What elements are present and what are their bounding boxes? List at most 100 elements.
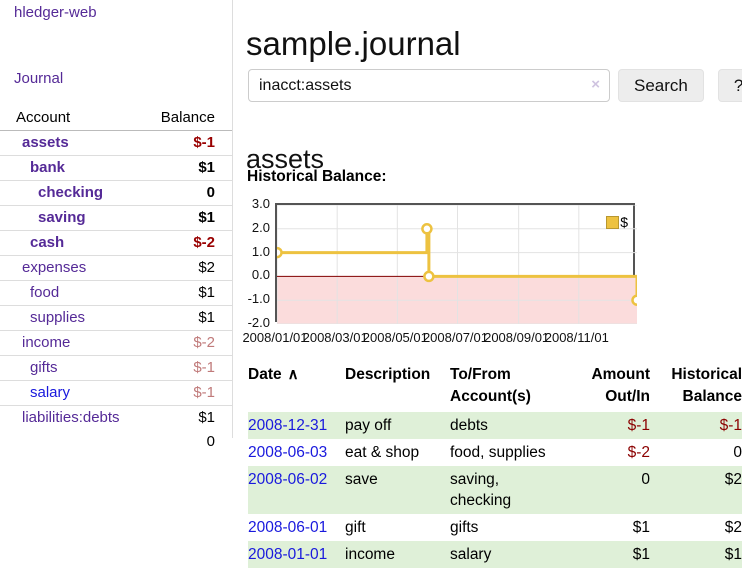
- sidebar-account-link[interactable]: saving: [38, 209, 86, 226]
- chart-plot-area: $: [275, 203, 637, 324]
- accounts-total-value: 0: [206, 433, 215, 450]
- register-amount-cell: $-1: [627, 417, 650, 434]
- accounts-header-account: Account: [0, 106, 146, 131]
- sidebar-account-row: bank $1: [0, 155, 232, 181]
- register-description-cell: income: [345, 546, 395, 563]
- search-input-wrap: ×: [248, 69, 610, 102]
- sidebar-account-cell: supplies: [0, 305, 146, 331]
- sidebar-account-row: saving $1: [0, 205, 232, 231]
- register-accounts-cell: food, supplies: [450, 444, 546, 461]
- chart-canvas: [277, 205, 637, 324]
- y-tick-label: 3.0: [251, 196, 270, 211]
- register-header-balance: Historical Balance: [671, 366, 742, 405]
- sidebar-divider: [232, 0, 233, 438]
- sidebar-account-row: checking 0: [0, 180, 232, 206]
- register-header-accounts: To/From Account(s): [450, 366, 531, 405]
- register-amount-cell: 0: [641, 471, 650, 488]
- sidebar-account-row: assets $-1: [0, 131, 232, 156]
- sidebar-account-balance: $1: [145, 305, 232, 331]
- accounts-header-balance: Balance: [145, 106, 232, 131]
- sidebar-account-row: cash $-2: [0, 230, 232, 256]
- sidebar-account-link[interactable]: checking: [38, 184, 104, 201]
- register-date-link[interactable]: 2008-06-02: [248, 471, 328, 488]
- search-input[interactable]: [248, 69, 610, 102]
- x-tick-label: 2008/07/01: [422, 330, 489, 345]
- account-heading: assets: [246, 144, 325, 175]
- x-tick-label: 2008/11/01: [544, 330, 609, 345]
- accounts-panel: Account Balance assets $-1 bank $1 checking 0…: [0, 106, 232, 454]
- sidebar-account-balance: $1: [145, 280, 232, 306]
- app-brand-link[interactable]: hledger-web: [14, 4, 97, 21]
- chart-title: Historical Balance:: [247, 168, 387, 185]
- register-header-amount: Amount Out/In: [591, 366, 650, 405]
- sidebar-account-link[interactable]: liabilities:debts: [22, 409, 120, 426]
- register-description-cell: eat & shop: [345, 444, 420, 461]
- accounts-total-row: 0: [0, 430, 232, 454]
- chart-legend: $: [606, 214, 628, 230]
- sidebar-account-balance: $-2: [145, 330, 232, 356]
- sidebar-item-journal[interactable]: Journal: [14, 70, 64, 87]
- accounts-header-row: Account Balance: [0, 106, 232, 131]
- sidebar-account-link[interactable]: supplies: [30, 309, 86, 326]
- sidebar-account-cell: bank: [0, 155, 146, 181]
- page-title: sample.journal: [246, 25, 461, 63]
- y-tick-label: -2.0: [247, 315, 270, 330]
- sidebar-account-cell: income: [0, 330, 146, 356]
- sidebar-account-cell: expenses: [0, 255, 146, 281]
- sidebar-account-cell: checking: [0, 180, 146, 206]
- sidebar-account-cell: gifts: [0, 355, 146, 381]
- sidebar-account-balance: $-2: [145, 230, 232, 256]
- register-balance-cell: $-1: [719, 417, 742, 434]
- search-bar: × Search ?: [248, 69, 742, 102]
- register-amount-cell: $1: [632, 519, 650, 536]
- clear-search-icon[interactable]: ×: [591, 76, 600, 93]
- sidebar-account-balance: 0: [145, 180, 232, 206]
- register-date-link[interactable]: 2008-06-03: [248, 444, 328, 461]
- sidebar-account-link[interactable]: assets: [22, 134, 69, 151]
- sidebar-account-row: gifts $-1: [0, 355, 232, 381]
- x-tick-label: 2008/01/01: [242, 330, 308, 345]
- register-header-date[interactable]: Date ∧: [248, 366, 299, 383]
- sidebar-account-row: expenses $2: [0, 255, 232, 281]
- register-balance-cell: $1: [724, 546, 742, 563]
- sidebar-account-balance: $-1: [145, 380, 232, 406]
- register-row: 2008-01-01 income salary $1 $1: [248, 541, 742, 568]
- register-date-link[interactable]: 2008-01-01: [248, 546, 328, 563]
- x-tick-label: 2008/09/01: [484, 330, 550, 345]
- sidebar-account-row: income $-2: [0, 330, 232, 356]
- sidebar-account-link[interactable]: income: [22, 334, 71, 351]
- register-date-link[interactable]: 2008-06-01: [248, 519, 328, 536]
- y-tick-label: 1.0: [251, 243, 270, 259]
- sidebar-account-link[interactable]: gifts: [30, 359, 58, 376]
- register-accounts-cell: salary: [450, 546, 492, 563]
- register-date-cell: 2008-06-01: [248, 514, 345, 541]
- register-accounts-cell: debts: [450, 417, 488, 434]
- sidebar-account-cell: food: [0, 280, 146, 306]
- register-date-cell: 2008-01-01: [248, 541, 345, 568]
- register-amount-cell: $-2: [627, 444, 650, 461]
- search-button[interactable]: Search: [618, 69, 704, 102]
- register-date-cell: 2008-12-31: [248, 412, 345, 439]
- sidebar-account-link[interactable]: salary: [30, 384, 71, 401]
- register-row: 2008-06-03 eat & shop food, supplies $-2 0: [248, 439, 742, 466]
- sidebar-account-row: salary $-1: [0, 380, 232, 406]
- y-tick-label: 0.0: [251, 267, 270, 283]
- sidebar-account-link[interactable]: expenses: [22, 259, 87, 276]
- register-row: 2008-12-31 pay off debts $-1 $-1: [248, 412, 742, 439]
- sidebar-account-balance: $2: [145, 255, 232, 281]
- x-tick-label: 2008/05/01: [362, 330, 428, 345]
- register-date-cell: 2008-06-02: [248, 466, 345, 514]
- sidebar-account-link[interactable]: food: [30, 284, 60, 301]
- register-date-link[interactable]: 2008-12-31: [248, 417, 328, 434]
- sidebar-account-link[interactable]: cash: [30, 234, 65, 251]
- sidebar-account-balance: $1: [145, 205, 232, 231]
- y-tick-label: 2.0: [251, 219, 270, 235]
- sidebar-account-balance: $-1: [193, 134, 215, 151]
- register-row: 2008-06-02 save saving, checking 0 $2: [248, 466, 742, 514]
- sidebar-account-link[interactable]: bank: [30, 159, 66, 176]
- register-description-cell: save: [345, 471, 378, 488]
- register-table: Date ∧ Description To/From Account(s) Amo…: [248, 362, 742, 568]
- register-header-description: Description: [345, 366, 431, 383]
- register-header-row: Date ∧ Description To/From Account(s) Amo…: [248, 362, 742, 412]
- help-button[interactable]: ?: [717, 69, 742, 102]
